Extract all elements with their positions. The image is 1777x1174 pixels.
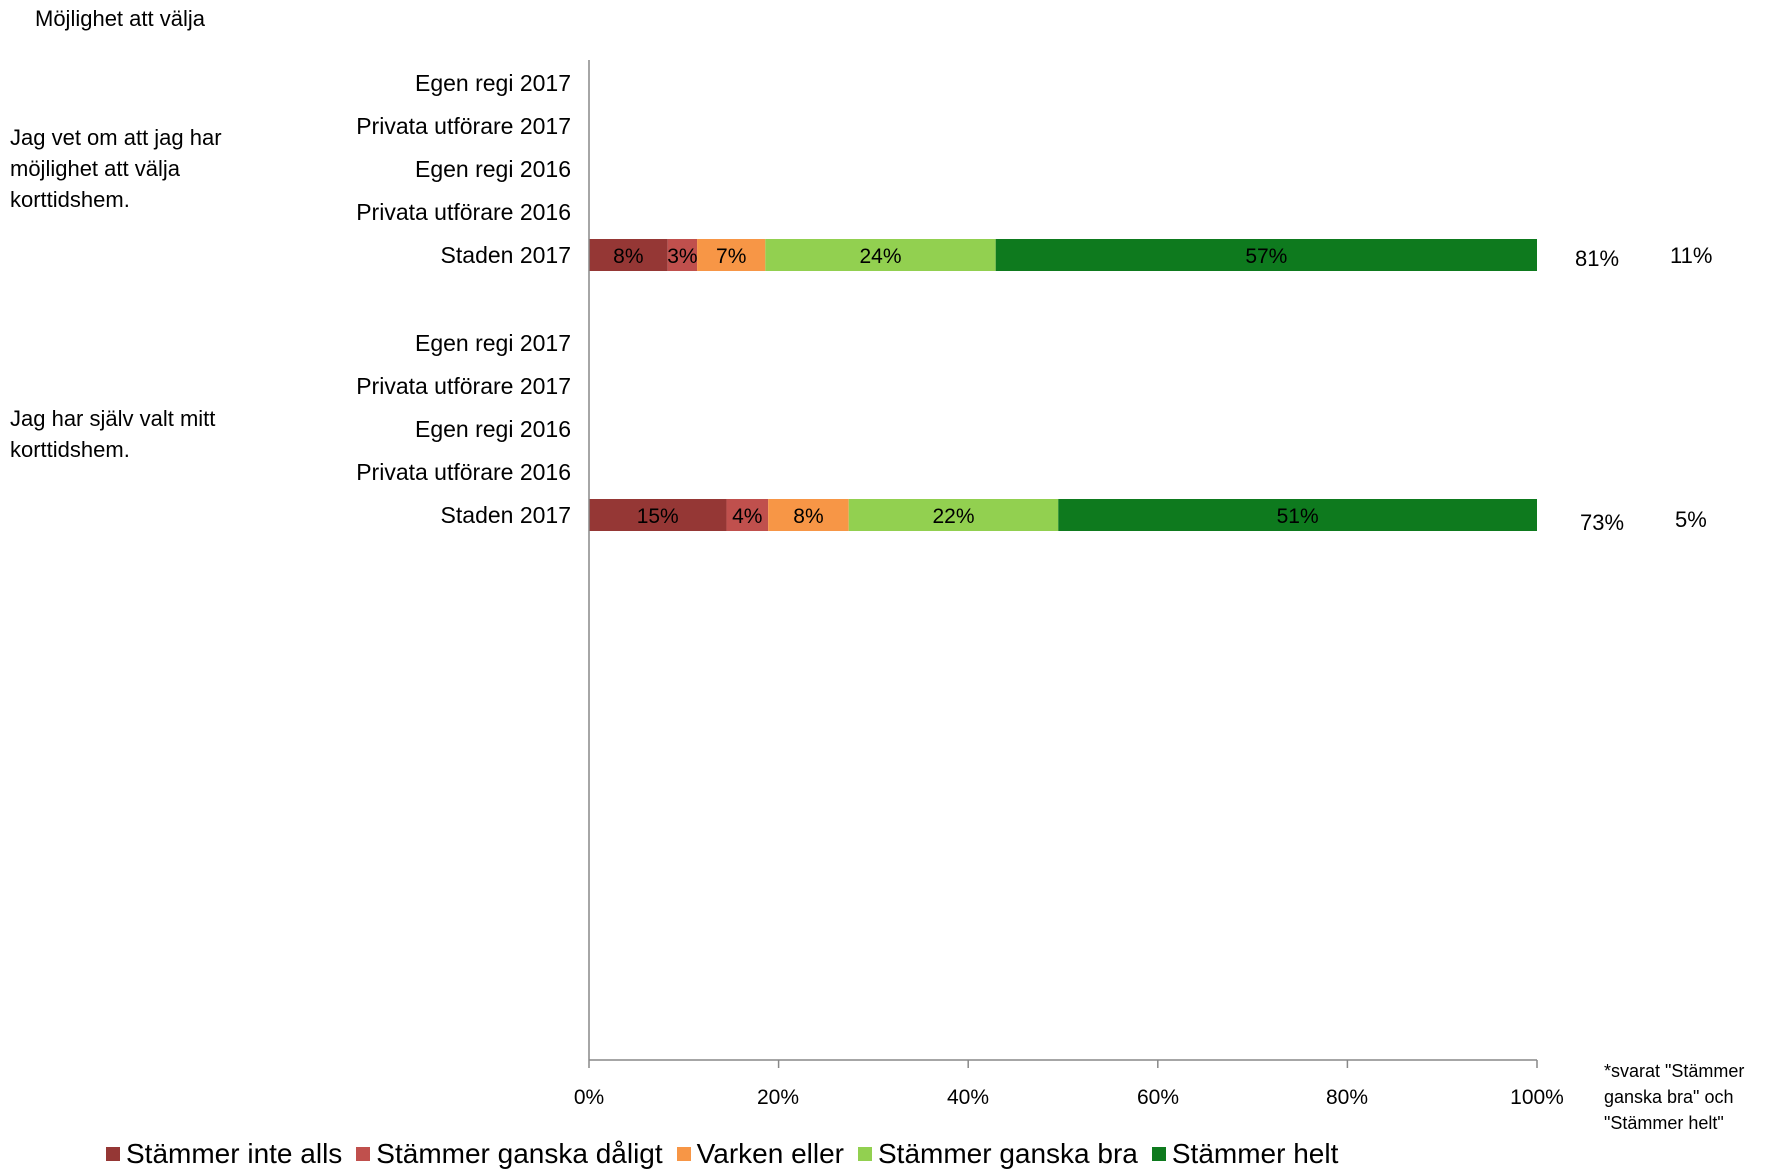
- side-value-total-positive: 73%: [1580, 510, 1625, 535]
- bar-segment: [726, 499, 769, 531]
- legend-label: Stämmer ganska bra: [877, 1138, 1138, 1169]
- legend: Stämmer inte alls Stämmer ganska dåligt …: [106, 1138, 1352, 1170]
- category-label: Privata utförare 2016: [356, 199, 571, 225]
- footnote: *svarat "Stämmer ganska bra" och "Stämme…: [1604, 1061, 1745, 1133]
- bar-segment: [1058, 499, 1537, 531]
- legend-swatch: [1151, 1147, 1166, 1161]
- tick-marks: [588, 1060, 1538, 1068]
- x-tick-label: 0%: [573, 1086, 605, 1109]
- side-value-extra: 11%: [1670, 243, 1713, 268]
- bar-value-label: 3%: [667, 245, 697, 268]
- x-tick-label: 20%: [756, 1086, 800, 1109]
- bar-segment: [589, 499, 727, 531]
- x-tick-label: 60%: [1136, 1086, 1180, 1109]
- category-label: Egen regi 2017: [414, 330, 571, 356]
- bar-segment: [697, 239, 766, 271]
- bar-segment: [589, 239, 668, 271]
- bar-value-label: 51%: [1277, 505, 1319, 528]
- x-tick-label: 80%: [1325, 1086, 1369, 1109]
- category-label: Staden 2017: [440, 502, 571, 528]
- legend-item: Stämmer ganska bra: [857, 1138, 1138, 1170]
- legend-item: Stämmer inte alls: [106, 1138, 342, 1170]
- category-label: Egen regi 2016: [414, 416, 571, 442]
- legend-swatch: [857, 1147, 872, 1161]
- question-label-2: Jag har själv valt mitt korttidshem.: [10, 406, 216, 462]
- x-tick-label: 40%: [946, 1086, 990, 1109]
- bar-value-label: 57%: [1245, 245, 1287, 268]
- bar-segment: [667, 239, 698, 271]
- side-value-total-positive: 81%: [1575, 246, 1620, 271]
- bar-value-label: 15%: [637, 505, 679, 528]
- bar-value-label: 8%: [793, 505, 823, 528]
- side-value-extra: 5%: [1675, 507, 1707, 532]
- legend-swatch: [106, 1147, 120, 1161]
- category-label: Egen regi 2016: [414, 156, 571, 182]
- bar-value-label: 4%: [732, 505, 762, 528]
- bar-segment: [768, 499, 849, 531]
- legend-item: Stämmer helt: [1151, 1138, 1339, 1170]
- question-label-1: Jag vet om att jag har möjlighet att väl…: [10, 125, 222, 212]
- bars-layer: 8% 3% 7% 24% 57% 15% 4% 8% 22% 51%: [589, 239, 1537, 531]
- bar-value-label: 24%: [859, 245, 901, 268]
- category-label: Staden 2017: [440, 242, 571, 268]
- category-label: Privata utförare 2016: [356, 459, 571, 485]
- legend-label: Varken eller: [696, 1138, 844, 1169]
- legend-label: Stämmer inte alls: [126, 1138, 343, 1169]
- chart-title: Möjlighet att välja: [35, 6, 205, 31]
- x-tick-label: 100%: [1510, 1086, 1564, 1109]
- bar-segment: [995, 239, 1537, 271]
- legend-swatch: [676, 1147, 691, 1161]
- bar-value-label: 7%: [716, 245, 746, 268]
- bar-segment: [765, 239, 996, 271]
- legend-label: Stämmer ganska dåligt: [376, 1138, 663, 1169]
- legend-item: Stämmer ganska dåligt: [356, 1138, 663, 1170]
- bar-value-label: 22%: [932, 505, 974, 528]
- bar-value-label: 8%: [613, 245, 643, 268]
- legend-item: Varken eller: [676, 1138, 844, 1170]
- category-label: Egen regi 2017: [414, 70, 571, 96]
- legend-label: Stämmer helt: [1171, 1138, 1339, 1169]
- bar-segment: [848, 499, 1059, 531]
- category-label: Privata utförare 2017: [356, 373, 571, 399]
- legend-swatch: [356, 1147, 371, 1161]
- category-label: Privata utförare 2017: [356, 113, 571, 139]
